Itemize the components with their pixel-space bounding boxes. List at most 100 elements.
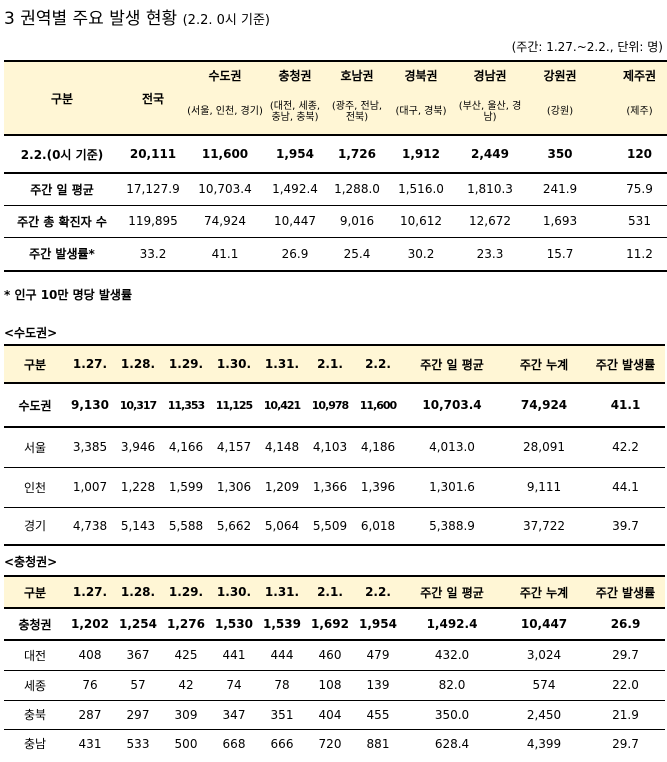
cell-value: 432.0 xyxy=(402,640,502,671)
summary-row: 주간 발생률* 33.2 41.1 26.9 25.4 30.2 23.3 15.7 11.2 xyxy=(4,237,667,271)
cell-value: 120 xyxy=(594,135,667,174)
cell-value: 10,447 xyxy=(264,205,326,238)
section-label-chungcheong: <충청권> xyxy=(4,555,58,569)
cell-value: 4,148 xyxy=(258,427,306,468)
cell-value: 297 xyxy=(114,700,162,730)
cell-value: 3,385 xyxy=(66,427,114,468)
cell-value: 1,366 xyxy=(306,467,354,508)
section-label-capital: <수도권> xyxy=(4,326,58,340)
cell-value: 44.1 xyxy=(586,467,665,508)
cell-value: 22.0 xyxy=(586,670,665,701)
table-row: 충남 431 533 500 668 666 720 881 628.4 4,399 29.7 xyxy=(4,729,665,758)
cell-value: 347 xyxy=(210,700,258,730)
summary-detail-row: (서울, 인천, 경기) (대전, 세종, 충남, 충북) (광주, 전남, 전… xyxy=(4,89,667,136)
cell-value: 5,509 xyxy=(312,518,348,533)
cell-value: 479 xyxy=(354,640,402,671)
cell-value: 139 xyxy=(354,670,402,701)
footnote: * 인구 10만 명당 발생률 xyxy=(4,288,133,302)
cell-value: 2,450 xyxy=(502,700,586,730)
cell-value: 4,166 xyxy=(162,427,210,468)
cell-value: 455 xyxy=(354,700,402,730)
column-header: 1.30. xyxy=(210,345,258,384)
cell-value: 1,306 xyxy=(210,467,258,508)
cell-value: 3,024 xyxy=(502,640,586,671)
cell-value: 1,954 xyxy=(264,135,326,174)
cell-value: 57 xyxy=(114,670,162,701)
table-row: 충북 287 297 309 347 351 404 455 350.0 2,450 21.9 xyxy=(4,700,665,730)
cell-value: 11,600 xyxy=(186,135,264,174)
column-header: 1.29. xyxy=(162,345,210,384)
row-label: 수도권 xyxy=(4,383,66,428)
table-row: 경기 4,738 5,143 5,588 5,662 5,064 5,509 6,018 5,3… xyxy=(4,507,665,545)
table-row: 수도권 9,130 10,317 11,353 11,125 10,421 10,978 11… xyxy=(4,383,665,428)
column-header: 1.28. xyxy=(114,345,162,384)
cell-value: 10,421 xyxy=(258,383,306,428)
cell-value: 309 xyxy=(162,700,210,730)
cell-value: 76 xyxy=(66,670,114,701)
cell-value: 15.7 xyxy=(546,246,574,261)
table-row: 충청권 1,202 1,254 1,276 1,530 1,539 1,692 1,954 1,… xyxy=(4,608,665,641)
row-label: 2.2.(0시 기준) xyxy=(4,135,120,174)
column-header: 주간 일 평균 xyxy=(402,576,502,609)
cell-value: 12,672 xyxy=(454,205,526,238)
cell-value: 666 xyxy=(270,736,294,751)
summary-row: 주간 일 평균 17,127.9 10,703.4 1,492.4 1,288.0 1,5… xyxy=(4,173,667,206)
column-header: 1.28. xyxy=(114,576,162,609)
cell-value: 367 xyxy=(114,640,162,671)
cell-value: 881 xyxy=(366,736,390,751)
cell-value: 1,301.6 xyxy=(402,467,502,508)
cell-value: 720 xyxy=(318,736,342,751)
region-detail: (부산, 울산, 경남) xyxy=(454,89,526,136)
cell-value: 74 xyxy=(210,670,258,701)
cell-value: 1,288.0 xyxy=(326,173,388,206)
cell-value: 17,127.9 xyxy=(120,173,186,206)
cell-value: 1,539 xyxy=(258,608,306,641)
column-header: 1.31. xyxy=(258,345,306,384)
table-row: 인천 1,007 1,228 1,599 1,306 1,209 1,366 1,396 1,3… xyxy=(4,467,665,508)
cell-value: 1,810.3 xyxy=(454,173,526,206)
row-label: 충북 xyxy=(4,700,66,730)
cell-value: 404 xyxy=(306,700,354,730)
cell-value: 444 xyxy=(258,640,306,671)
cell-value: 42.2 xyxy=(586,427,665,468)
cell-value: 10,612 xyxy=(388,205,454,238)
region-name: 경북권 xyxy=(388,61,454,89)
cell-value: 1,254 xyxy=(114,608,162,641)
row-label: 주간 일 평균 xyxy=(4,173,120,206)
column-header: 구분 xyxy=(4,345,66,384)
row-label: 주간 총 확진자 수 xyxy=(4,205,120,238)
column-header: 구분 xyxy=(4,576,66,609)
cell-value: 351 xyxy=(258,700,306,730)
region-detail: (대전, 세종, 충남, 충북) xyxy=(264,89,326,136)
cell-value: 11,353 xyxy=(162,383,210,428)
cell-value: 1,912 xyxy=(388,135,454,174)
cell-value: 28,091 xyxy=(502,427,586,468)
cell-value: 5,143 xyxy=(120,518,156,533)
cell-value: 26.9 xyxy=(281,246,309,261)
unit-note: (주간: 1.27.~2.2., 단위: 명) xyxy=(511,40,663,54)
column-header: 2.2. xyxy=(354,576,402,609)
column-header: 1.29. xyxy=(162,576,210,609)
column-header: 1.30. xyxy=(210,576,258,609)
column-header: 주간 발생률 xyxy=(586,576,665,609)
region-name: 경남권 xyxy=(454,61,526,89)
cell-value: 42 xyxy=(162,670,210,701)
cell-value: 574 xyxy=(502,670,586,701)
cell-value: 21.9 xyxy=(586,700,665,730)
cell-value: 4,013.0 xyxy=(402,427,502,468)
cell-value: 5,588 xyxy=(168,518,204,533)
column-header: 주간 일 평균 xyxy=(402,345,502,384)
column-header: 1.31. xyxy=(258,576,306,609)
table-row: 서울 3,385 3,946 4,166 4,157 4,148 4,103 4,186 4,0… xyxy=(4,427,665,468)
summary-row: 주간 총 확진자 수 119,895 74,924 10,447 9,016 10,612… xyxy=(4,205,667,238)
cell-value: 350 xyxy=(526,135,594,174)
cell-value: 431 xyxy=(78,736,102,751)
summary-national: 전국 xyxy=(120,61,186,136)
table-row: 세종 76 57 42 74 78 108 139 82.0 574 22.0 xyxy=(4,670,665,701)
column-header: 1.27. xyxy=(66,345,114,384)
region-name: 강원권 xyxy=(526,61,594,89)
cell-value: 668 xyxy=(222,736,246,751)
header-row: 구분 1.27. 1.28. 1.29. 1.30. 1.31. 2.1. 2.2. 주간 일 … xyxy=(4,345,665,384)
column-header: 주간 발생률 xyxy=(586,345,665,384)
cell-value: 33.2 xyxy=(139,246,167,261)
